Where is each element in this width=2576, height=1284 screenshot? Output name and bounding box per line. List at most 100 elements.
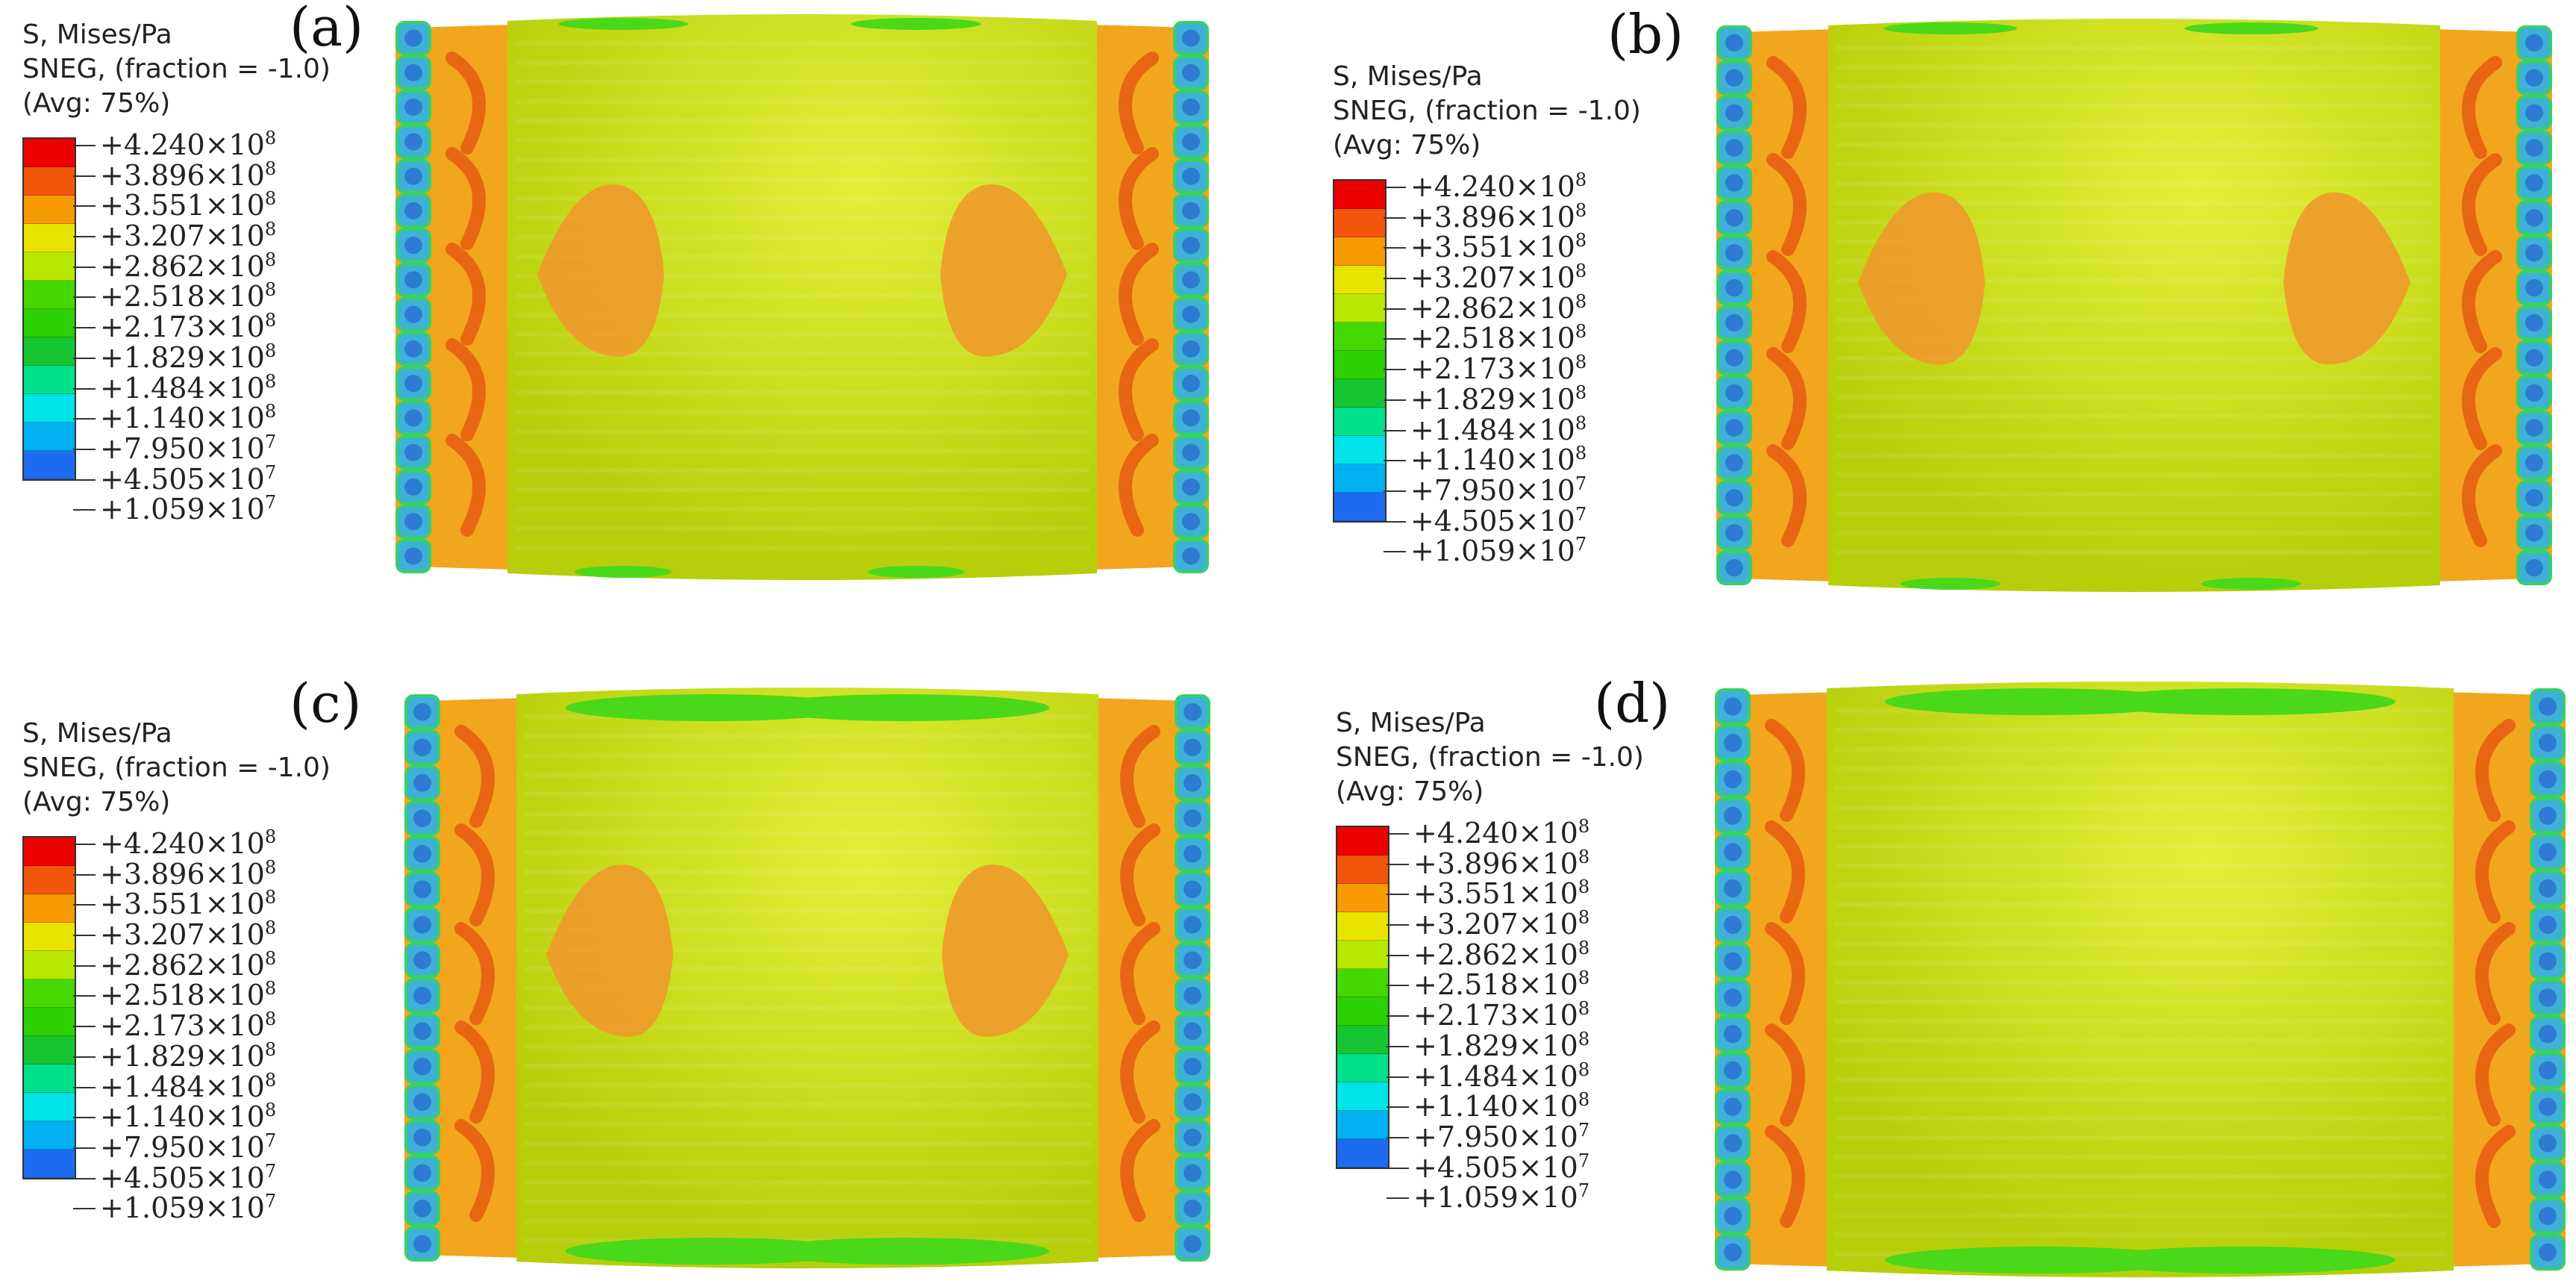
legend-tick-label: +2.173×108 xyxy=(1410,352,1587,386)
cell-core xyxy=(1725,34,1743,52)
hot-stripe xyxy=(1766,347,1807,450)
cell-core xyxy=(404,547,422,565)
cell-core xyxy=(2539,697,2557,716)
color-swatch xyxy=(24,838,75,866)
color-swatch xyxy=(24,139,75,167)
hot-stripe xyxy=(2475,1125,2516,1228)
cell-core xyxy=(2539,733,2557,752)
cell-core xyxy=(1184,1128,1201,1147)
edge-strip xyxy=(851,18,981,30)
cell-core xyxy=(2539,1206,2557,1226)
hot-stripe xyxy=(1120,1119,1160,1222)
cell-core xyxy=(1182,478,1200,496)
legend-tick-label: +1.484×108 xyxy=(1413,1059,1590,1093)
legend-tick-label: +1.829×108 xyxy=(1410,381,1587,416)
cell-core xyxy=(2525,69,2543,87)
legend-tick-label: +1.059×107 xyxy=(100,492,277,526)
cell-core xyxy=(1725,454,1743,472)
hot-stripe xyxy=(446,434,486,537)
cell-core xyxy=(2525,384,2543,402)
legend-tick-label: +2.518×108 xyxy=(100,279,277,314)
cell-core xyxy=(1184,738,1201,757)
legend-tick-label: +2.173×108 xyxy=(1413,998,1590,1032)
legend-subtitle: SNEG, (fraction = -1.0) xyxy=(22,54,331,84)
legend-tick-label: +1.059×107 xyxy=(1413,1180,1590,1215)
hot-stripe xyxy=(1766,56,1807,159)
cell-core xyxy=(404,63,422,81)
cell-core xyxy=(1182,99,1200,116)
legend-tick-label: +4.240×108 xyxy=(100,128,277,161)
cell-core xyxy=(1725,523,1743,542)
color-swatch xyxy=(24,1121,75,1150)
cell-core xyxy=(1184,1093,1201,1112)
hot-stripe xyxy=(2475,922,2516,1025)
cell-core xyxy=(1725,174,1743,192)
hot-stripe xyxy=(1120,922,1160,1025)
panel-c: S, Mises/Pa SNEG, (fraction = -1.0) (Avg… xyxy=(0,642,1288,1284)
color-swatch xyxy=(24,224,75,252)
legend-tick-label: +1.140×108 xyxy=(100,1100,277,1134)
legend-tick-label: +3.207×108 xyxy=(100,917,277,952)
cell-core xyxy=(1182,202,1200,219)
cell-core xyxy=(1184,1057,1201,1076)
cell-core xyxy=(2539,806,2557,825)
cell-core xyxy=(2539,1170,2557,1189)
legend-tick-label: +3.896×108 xyxy=(100,856,277,891)
hot-stripe xyxy=(1119,434,1159,537)
cell-core xyxy=(1184,702,1201,721)
cell-core xyxy=(2539,843,2557,861)
hot-stripe xyxy=(1120,725,1160,828)
legend-tick-label: +3.551×108 xyxy=(100,188,277,222)
legend-subtitle: SNEG, (fraction = -1.0) xyxy=(1333,96,1641,126)
cell-core xyxy=(1184,844,1201,863)
edge-strip xyxy=(558,18,689,30)
cell-core xyxy=(2539,1061,2557,1080)
legend-tick-label: +1.829×108 xyxy=(1413,1028,1590,1062)
cell-core xyxy=(1184,1235,1201,1253)
color-swatch xyxy=(1337,1026,1388,1054)
legend-tick-label: +4.240×108 xyxy=(1413,816,1590,850)
hot-patch xyxy=(1858,192,1985,365)
color-swatch xyxy=(1337,1082,1388,1111)
cell-core xyxy=(413,1199,431,1218)
color-swatch xyxy=(24,394,75,423)
cell-core xyxy=(2525,489,2543,507)
cell-core xyxy=(404,375,422,393)
hot-stripe xyxy=(454,1119,495,1222)
legend-tick-label: +2.862×108 xyxy=(100,947,277,982)
color-swatches xyxy=(22,836,76,1179)
stress-contour-model xyxy=(1716,18,2552,593)
hot-stripe xyxy=(1765,1023,1805,1126)
legend-tick-label: +3.896×108 xyxy=(1413,846,1590,880)
hot-stripe xyxy=(2462,153,2502,256)
hot-stripe xyxy=(454,823,495,926)
cell-core xyxy=(1184,1164,1201,1182)
legend-tick-label: +3.207×108 xyxy=(1413,907,1590,941)
color-swatch xyxy=(24,1065,75,1093)
color-swatch xyxy=(24,979,75,1008)
cell-core xyxy=(2525,174,2543,192)
edge-strip xyxy=(574,566,672,578)
legend-tick-label: +3.207×108 xyxy=(1410,261,1587,295)
hot-stripe xyxy=(2462,444,2502,547)
cell-core xyxy=(2525,34,2543,52)
edge-strip xyxy=(759,694,1049,721)
cell-core xyxy=(413,773,431,792)
main-body xyxy=(1828,19,2440,592)
color-swatch xyxy=(1334,436,1385,464)
main-body xyxy=(516,688,1098,1268)
panel-label: (a) xyxy=(290,0,364,58)
cell-core xyxy=(404,133,422,151)
cell-core xyxy=(1182,443,1200,461)
color-swatch xyxy=(1337,856,1388,884)
color-swatch xyxy=(24,252,75,281)
hot-stripe xyxy=(2475,719,2516,822)
cell-core xyxy=(2525,243,2543,262)
cell-core xyxy=(1725,209,1743,227)
cell-core xyxy=(1725,558,1743,577)
legend-tick-label: +1.484×108 xyxy=(100,370,277,405)
hot-stripe xyxy=(1766,444,1807,547)
color-swatch xyxy=(1334,379,1385,408)
edge-strip xyxy=(2184,22,2319,34)
cell-core xyxy=(413,1235,431,1253)
